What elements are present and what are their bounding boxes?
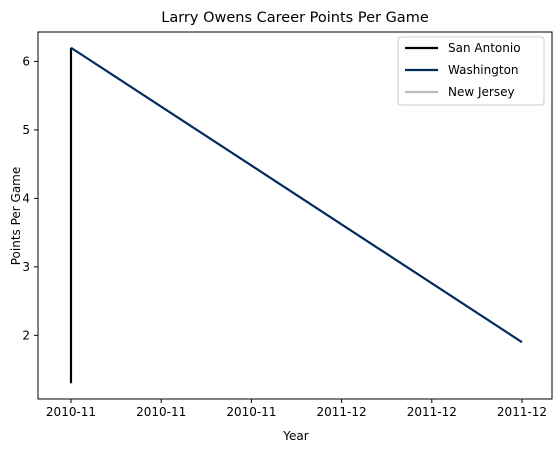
y-tick-label: 4	[22, 191, 30, 205]
plot-frame	[37, 31, 553, 400]
legend-box	[397, 36, 545, 106]
x-tick-label: 2010-11	[46, 405, 96, 419]
legend-label-washington: Washington	[448, 63, 519, 77]
y-tick-label: 6	[22, 54, 30, 68]
x-axis-label: Year	[282, 429, 308, 443]
x-tick-label: 2011-12	[497, 405, 547, 419]
y-axis-label: Points Per Game	[9, 167, 23, 266]
chart-title: Larry Owens Career Points Per Game	[161, 10, 429, 26]
x-tick-label: 2011-12	[407, 405, 457, 419]
y-tick-label: 3	[22, 260, 30, 274]
plot-area: 2010-11 2010-11 2010-11 2011-12 2011-12 2011-…	[22, 31, 553, 419]
legend-label-new-jersey: New Jersey	[448, 85, 515, 99]
y-tick-label: 2	[22, 328, 30, 342]
legend-label-san-antonio: San Antonio	[448, 41, 521, 55]
series-layer	[69, 46, 523, 384]
y-axis-ticks: 2 3 4 5 6	[22, 54, 38, 342]
series-line-washington	[70, 46, 523, 344]
legend: San Antonio Washington New Jersey	[397, 36, 545, 106]
y-tick-label: 5	[22, 123, 30, 137]
x-axis-ticks: 2010-11 2010-11 2010-11 2011-12 2011-12 2011-…	[46, 399, 547, 419]
x-tick-label: 2010-11	[226, 405, 276, 419]
x-tick-label: 2011-12	[317, 405, 367, 419]
x-tick-label: 2010-11	[136, 405, 186, 419]
